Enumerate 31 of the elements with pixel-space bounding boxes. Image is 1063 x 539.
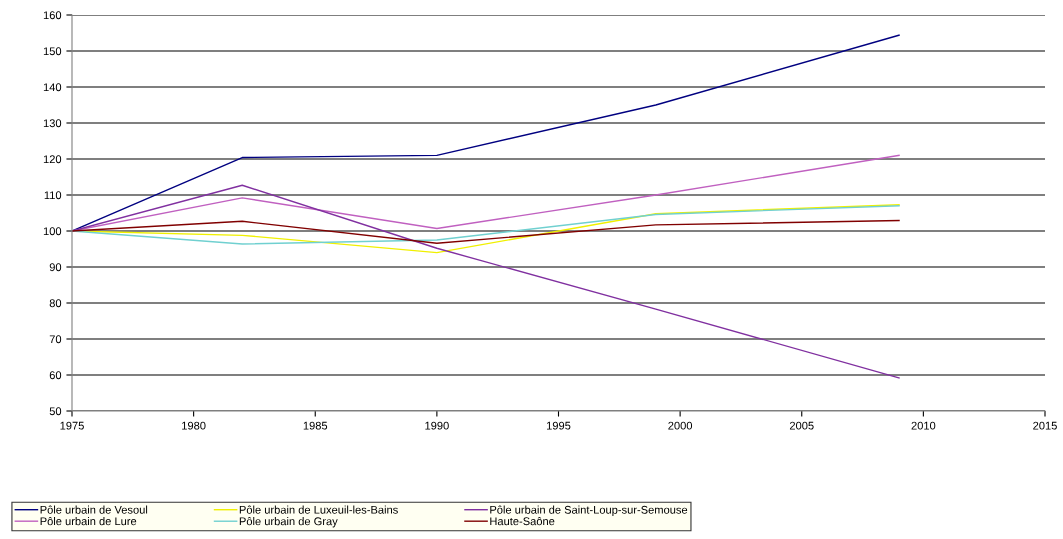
line-series xyxy=(72,219,900,244)
x-tick-label: 2005 xyxy=(789,421,814,430)
legend-label: Haute-Saône xyxy=(490,516,555,526)
y-tick-label: 130 xyxy=(43,119,62,128)
y-tick-label: 60 xyxy=(49,371,62,380)
x-tick-label: 1980 xyxy=(182,421,206,430)
y-tick-label: 160 xyxy=(43,11,62,20)
y-tick-label: 140 xyxy=(43,83,62,92)
x-tick-label: 1990 xyxy=(425,421,449,430)
x-tick-label: 2010 xyxy=(911,421,936,430)
legend-label: Pôle urbain de Saint-Loup-sur-Semouse xyxy=(490,505,688,516)
legend-label: Pôle urbain de Vesoul xyxy=(40,505,148,514)
y-tick-label: 150 xyxy=(43,47,62,56)
line-series xyxy=(72,184,900,379)
x-tick-label: 1975 xyxy=(60,421,84,430)
x-tick-label: 1985 xyxy=(303,421,328,430)
y-tick-label: 100 xyxy=(43,227,62,236)
x-tick-label: 2015 xyxy=(1033,421,1057,430)
line-series xyxy=(72,34,900,232)
y-tick-label: 80 xyxy=(49,299,62,308)
y-tick-label: 50 xyxy=(49,407,62,416)
line-series xyxy=(72,205,900,245)
y-tick-label: 90 xyxy=(49,263,62,272)
y-tick-label: 70 xyxy=(49,335,62,344)
y-tick-label: 110 xyxy=(44,191,62,200)
x-tick-label: 1995 xyxy=(546,421,571,430)
x-tick-label: 2000 xyxy=(668,421,693,430)
y-tick-label: 120 xyxy=(43,155,62,164)
legend-label: Pôle urbain de Lure xyxy=(40,516,137,526)
legend-label: Pôle urbain de Gray xyxy=(239,517,338,528)
legend-label: Pôle urbain de Luxeuil-les-Bains xyxy=(239,505,398,514)
